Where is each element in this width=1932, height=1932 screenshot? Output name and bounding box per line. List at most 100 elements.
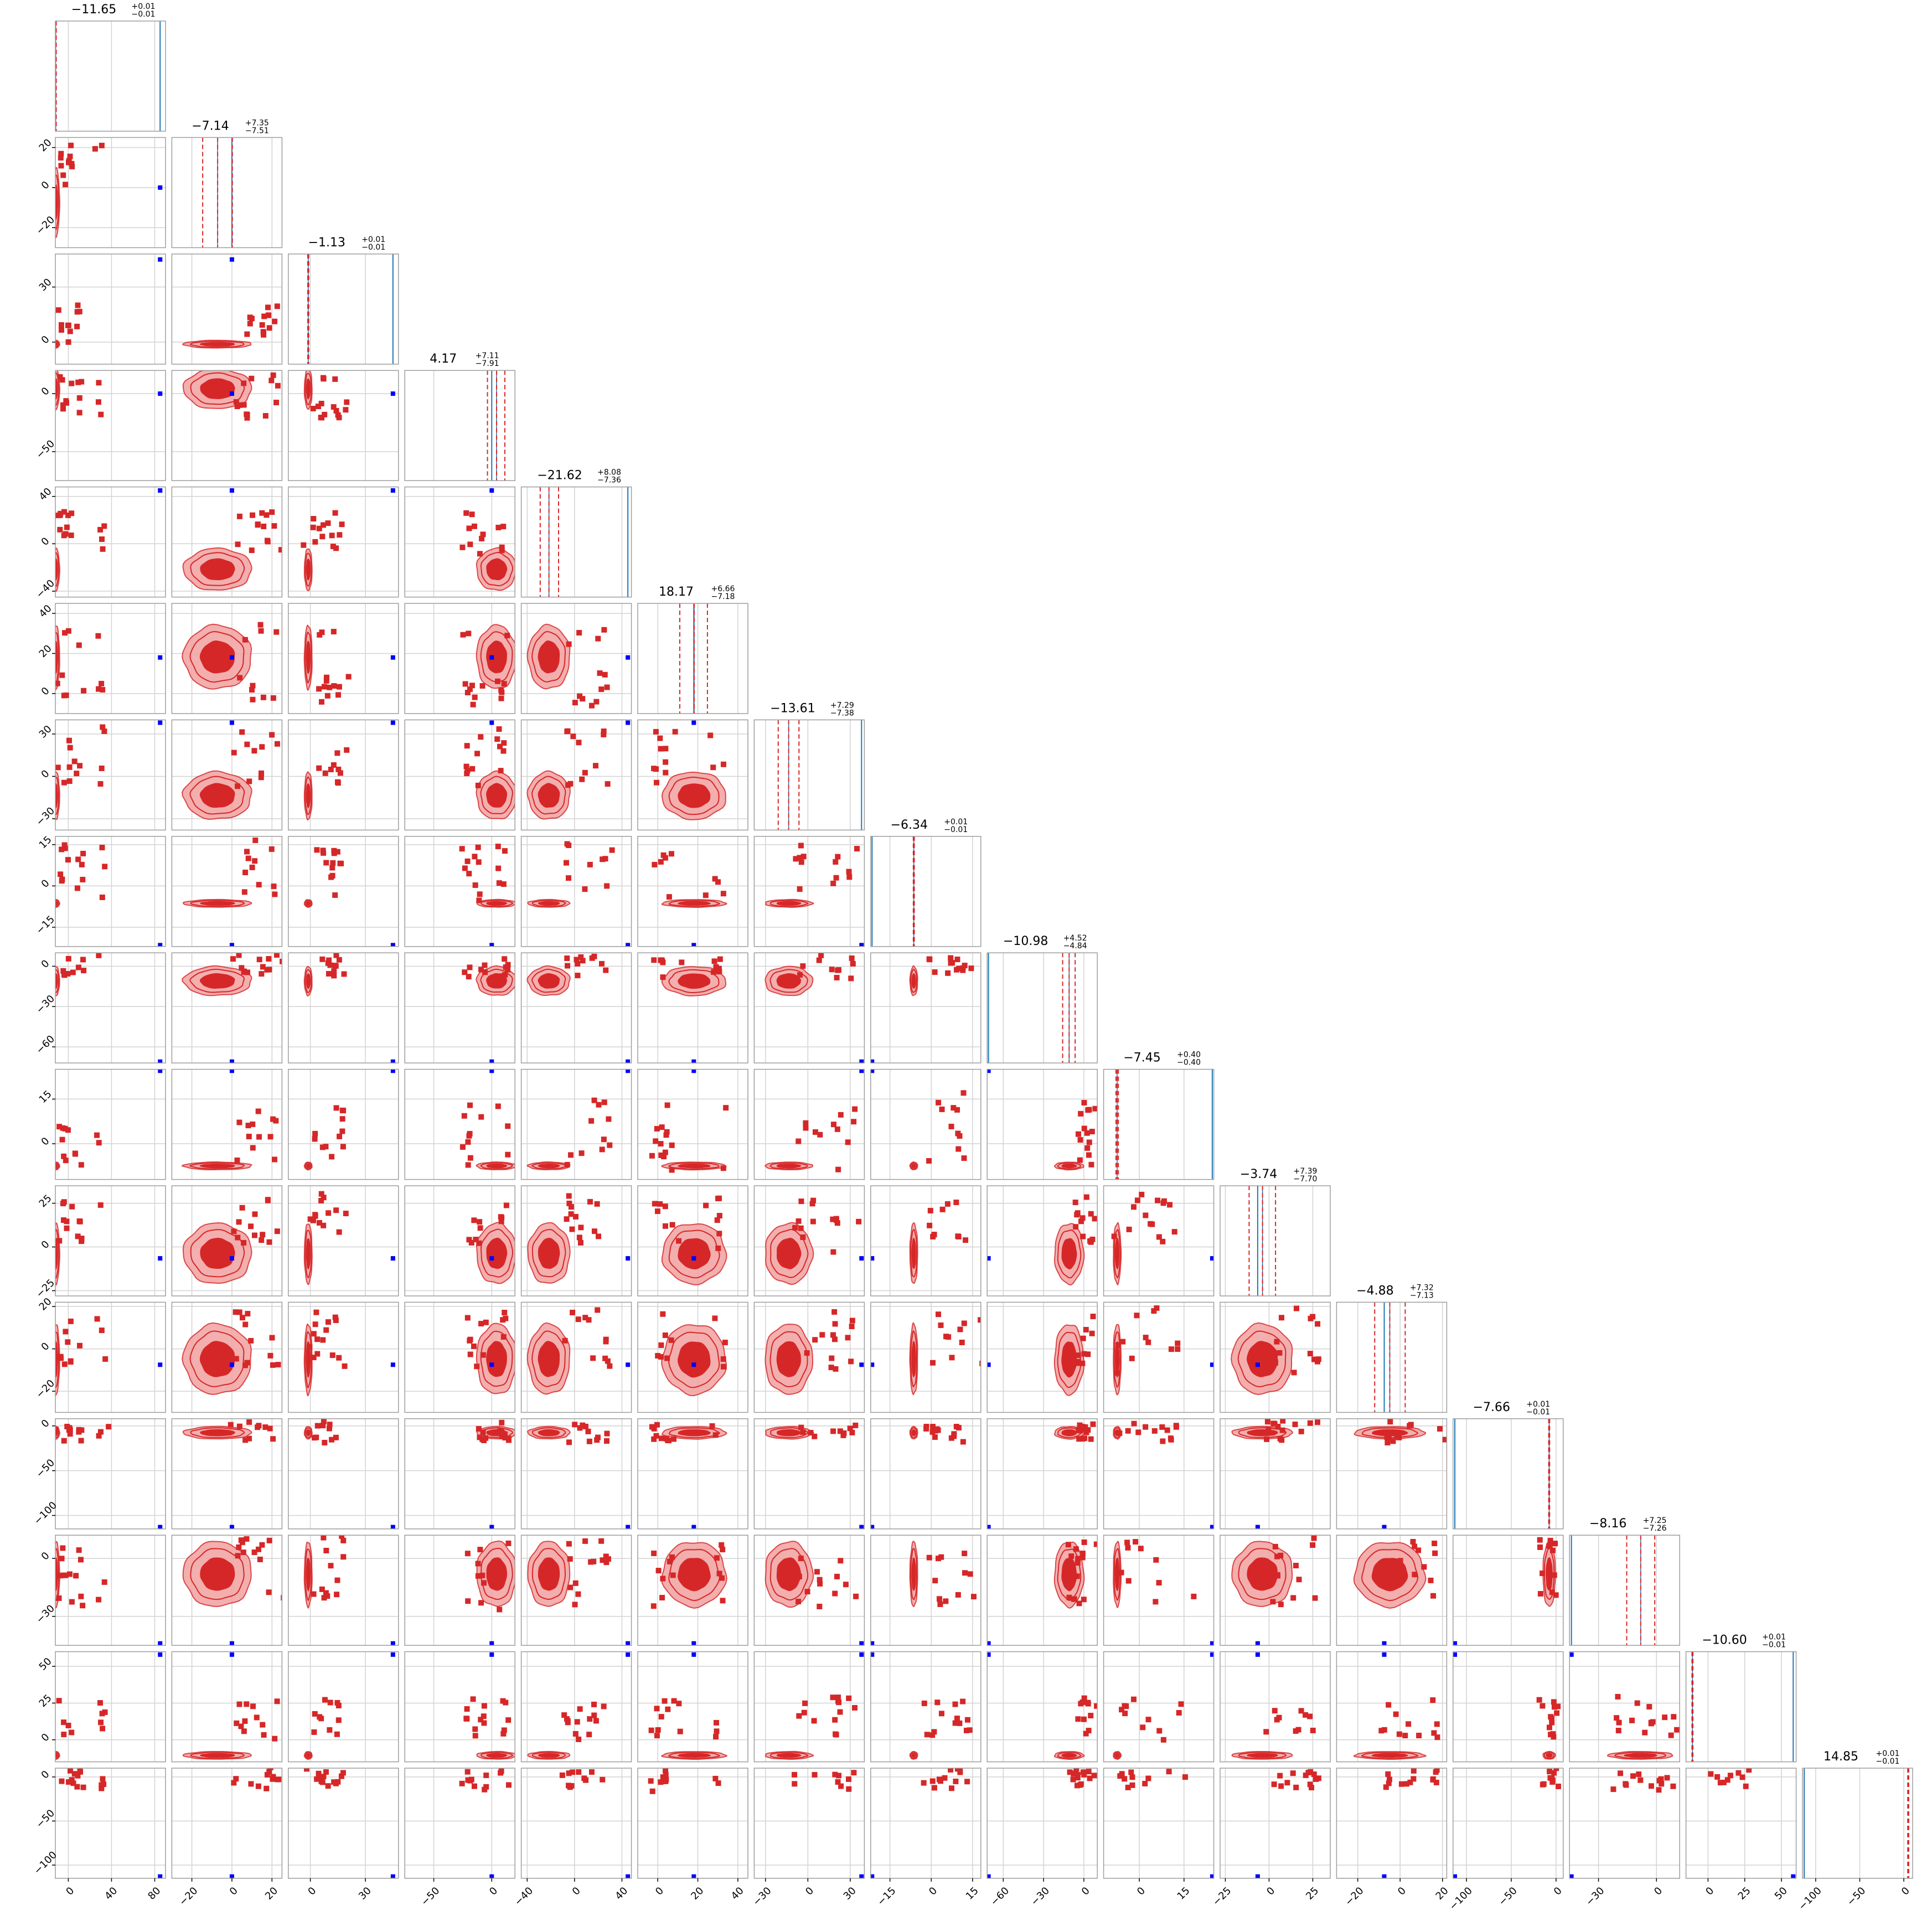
sample-point <box>236 1309 242 1315</box>
sample-point <box>244 1701 250 1707</box>
sample-point <box>1291 1370 1297 1376</box>
sample-point <box>720 1547 726 1553</box>
sample-point <box>1077 1157 1083 1163</box>
sample-point <box>1623 1781 1629 1787</box>
sample-point <box>274 741 280 747</box>
sample-point <box>720 1363 726 1370</box>
sample-point <box>57 374 63 380</box>
sample-point <box>593 763 599 769</box>
sample-point <box>464 743 470 749</box>
sample-point <box>575 1316 581 1323</box>
contour-inner <box>200 558 235 580</box>
panel-frame <box>55 603 166 714</box>
sample-point <box>75 964 81 970</box>
panel-frame <box>55 836 166 947</box>
sample-point <box>60 406 66 412</box>
sample-point <box>250 1121 256 1127</box>
sample-point <box>61 1719 67 1726</box>
contour-mid <box>480 1228 514 1278</box>
sample-point <box>569 1783 575 1789</box>
sample-point <box>936 1596 942 1602</box>
sample-point <box>797 972 803 978</box>
sample-point <box>244 412 250 418</box>
truth-marker <box>390 943 395 947</box>
sample-point <box>335 1717 342 1723</box>
sample-point <box>325 1783 331 1789</box>
sample-point <box>497 1428 503 1434</box>
sample-point <box>236 513 242 519</box>
sample-point <box>1159 1424 1165 1430</box>
panel-frame <box>753 1535 865 1646</box>
sample-point <box>317 632 323 638</box>
sample-point <box>319 415 325 421</box>
sample-point <box>324 693 330 699</box>
sample-point <box>661 1154 667 1160</box>
sample-point <box>792 1771 798 1778</box>
sample-point <box>259 971 265 977</box>
sample-point <box>55 764 61 771</box>
x-tick-label: 0 <box>653 1885 666 1898</box>
sample-point <box>1117 1773 1123 1779</box>
sample-point <box>575 960 581 967</box>
sample-point <box>498 1218 504 1225</box>
sample-point <box>467 1336 473 1342</box>
sample-point <box>327 684 333 690</box>
panel-frame <box>520 1068 632 1180</box>
panel-frame <box>1336 1301 1448 1413</box>
histogram-panel-2-2: −1.13 +0.01−0.01 <box>288 235 399 365</box>
sample-point <box>483 1319 489 1325</box>
sample-point <box>63 1572 69 1578</box>
y-tick-label: 40 <box>37 485 54 503</box>
panel-frame <box>171 1068 283 1180</box>
sample-point <box>599 1146 605 1153</box>
sample-point <box>798 1225 804 1231</box>
contour-mid <box>55 776 60 815</box>
histogram-panel-15-15: 14.85 +0.01−0.01−100 −50 0 <box>1796 1749 1913 1913</box>
sample-point <box>669 1167 675 1173</box>
sample-point <box>235 1553 241 1559</box>
scatter-panel-15-8: −60 −30 0 <box>986 1768 1098 1908</box>
contour-inner <box>55 973 58 989</box>
x-tick-label: 15 <box>1175 1885 1192 1902</box>
sample-point <box>572 1731 578 1737</box>
panel-frame <box>171 1185 283 1296</box>
contour-mid <box>668 1162 720 1170</box>
sample-point <box>264 967 270 973</box>
truth-marker <box>489 1362 494 1367</box>
contour-inner <box>306 1762 310 1766</box>
sample-point <box>658 1779 664 1785</box>
sample-point <box>1122 1711 1128 1717</box>
scatter-panel-15-3: −50 0 <box>404 1768 515 1908</box>
sample-point <box>313 1434 319 1440</box>
sample-point <box>472 854 478 860</box>
sample-point <box>463 763 469 769</box>
sample-point <box>502 956 508 962</box>
contour-mid <box>770 1427 809 1439</box>
contour-inner <box>1247 1557 1278 1591</box>
sample-point <box>63 398 69 404</box>
histogram-panel-13-13: −8.16 +7.25−7.26 <box>1569 1516 1680 1646</box>
sample-point <box>321 1774 327 1780</box>
sample-point <box>500 1574 507 1580</box>
truth-marker <box>158 655 163 660</box>
truth-marker <box>489 1059 494 1063</box>
sample-point <box>234 404 240 410</box>
panel-frame <box>520 603 632 714</box>
sample-point <box>266 956 272 962</box>
sample-point <box>655 1727 661 1733</box>
truth-marker <box>1255 1874 1260 1878</box>
contour-inner <box>777 1237 802 1269</box>
sample-point <box>80 1784 86 1790</box>
sample-point <box>64 1225 70 1231</box>
sample-point <box>502 972 508 978</box>
sample-point <box>314 847 320 853</box>
sample-point <box>500 1698 506 1704</box>
sample-point <box>1540 1571 1546 1577</box>
panel-frame <box>1685 1768 1797 1879</box>
sample-point <box>676 1701 682 1707</box>
sample-point <box>312 1711 318 1717</box>
panel-frame <box>288 836 399 947</box>
sample-point <box>576 629 582 636</box>
sample-point <box>252 858 258 864</box>
